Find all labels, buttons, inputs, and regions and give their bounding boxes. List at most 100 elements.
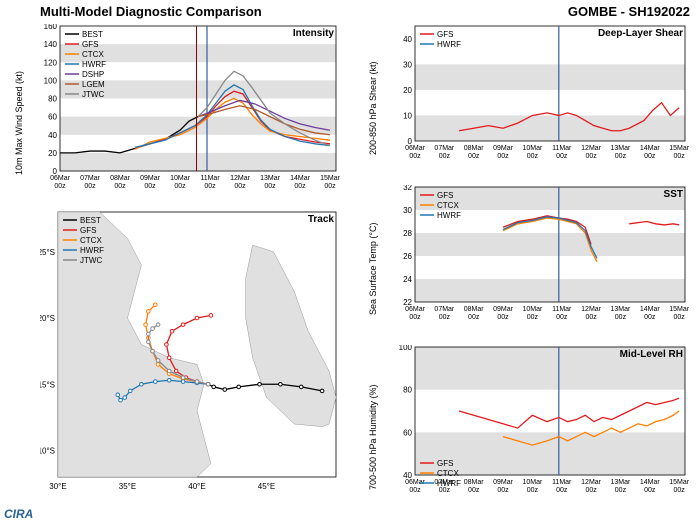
svg-text:Deep-Layer Shear: Deep-Layer Shear [598, 28, 683, 39]
svg-text:11Mar00z: 11Mar00z [552, 479, 572, 494]
rh-panel: 40608010006Mar00z07Mar00z08Mar00z09Mar00… [395, 345, 690, 500]
svg-text:10Mar00z: 10Mar00z [170, 175, 191, 190]
svg-text:12Mar00z: 12Mar00z [581, 479, 602, 494]
svg-text:20: 20 [48, 149, 57, 158]
svg-text:14Mar00z: 14Mar00z [290, 175, 311, 190]
svg-text:24: 24 [403, 275, 412, 284]
shear-panel: 01020304006Mar00z07Mar00z08Mar00z09Mar00… [395, 24, 690, 164]
svg-text:HWRF: HWRF [80, 246, 104, 255]
main-title-right: GOMBE - SH192022 [568, 4, 690, 19]
track-panel: 10°S 15°S 20°S 25°S 30°E 35°E 40°E 45°E Track BES… [40, 210, 340, 500]
shear-ylabel: 200-850 hPa Shear (kt) [368, 61, 378, 155]
svg-text:HWRF: HWRF [82, 60, 106, 69]
svg-text:20: 20 [403, 86, 412, 95]
svg-text:09Mar00z: 09Mar00z [140, 175, 161, 190]
svg-text:30: 30 [403, 206, 412, 215]
svg-text:CTCX: CTCX [437, 201, 459, 210]
svg-text:60: 60 [403, 428, 412, 437]
svg-text:06Mar00z: 06Mar00z [405, 306, 426, 321]
svg-text:06Mar00z: 06Mar00z [50, 175, 71, 190]
svg-text:06Mar00z: 06Mar00z [405, 145, 426, 160]
svg-text:40: 40 [403, 35, 412, 44]
svg-text:10: 10 [403, 111, 412, 120]
svg-text:15°S: 15°S [40, 380, 55, 389]
svg-text:HWRF: HWRF [437, 40, 461, 49]
svg-text:CTCX: CTCX [82, 50, 104, 59]
svg-text:HWRF: HWRF [437, 479, 461, 488]
svg-text:10°S: 10°S [40, 447, 55, 456]
svg-text:28: 28 [403, 229, 412, 238]
svg-text:14Mar00z: 14Mar00z [640, 479, 661, 494]
svg-text:07Mar00z: 07Mar00z [434, 145, 455, 160]
svg-text:07Mar00z: 07Mar00z [80, 175, 101, 190]
svg-text:13Mar00z: 13Mar00z [611, 145, 632, 160]
svg-text:09Mar00z: 09Mar00z [493, 306, 514, 321]
svg-text:14Mar00z: 14Mar00z [640, 145, 661, 160]
svg-text:12Mar00z: 12Mar00z [581, 306, 602, 321]
svg-text:08Mar00z: 08Mar00z [110, 175, 131, 190]
rh-ylabel: 700-500 hPa Humidity (%) [368, 384, 378, 490]
svg-text:30: 30 [403, 60, 412, 69]
svg-text:12Mar00z: 12Mar00z [230, 175, 251, 190]
svg-text:Mid-Level RH: Mid-Level RH [620, 349, 683, 360]
svg-text:GFS: GFS [82, 40, 98, 49]
svg-text:20°S: 20°S [40, 314, 55, 323]
svg-text:15Mar00z: 15Mar00z [669, 306, 690, 321]
svg-text:13Mar00z: 13Mar00z [611, 306, 632, 321]
main-title-left: Multi-Model Diagnostic Comparison [40, 4, 262, 19]
svg-text:07Mar00z: 07Mar00z [434, 306, 455, 321]
svg-text:15Mar00z: 15Mar00z [669, 145, 690, 160]
svg-text:GFS: GFS [80, 226, 96, 235]
svg-text:13Mar00z: 13Mar00z [260, 175, 281, 190]
svg-text:CTCX: CTCX [437, 469, 459, 478]
svg-text:12Mar00z: 12Mar00z [581, 145, 602, 160]
svg-text:CTCX: CTCX [80, 236, 102, 245]
svg-text:13Mar00z: 13Mar00z [611, 479, 632, 494]
svg-text:BEST: BEST [82, 30, 103, 39]
svg-text:30°E: 30°E [49, 482, 66, 491]
svg-text:80: 80 [403, 386, 412, 395]
svg-text:08Mar00z: 08Mar00z [464, 306, 485, 321]
svg-text:15Mar00z: 15Mar00z [320, 175, 340, 190]
svg-text:11Mar00z: 11Mar00z [552, 145, 572, 160]
svg-text:JTWC: JTWC [82, 90, 104, 99]
svg-text:15Mar00z: 15Mar00z [669, 479, 690, 494]
svg-text:08Mar00z: 08Mar00z [464, 479, 485, 494]
svg-text:BEST: BEST [80, 216, 101, 225]
svg-text:80: 80 [48, 95, 57, 104]
svg-text:08Mar00z: 08Mar00z [464, 145, 485, 160]
svg-text:25°S: 25°S [40, 248, 55, 257]
svg-text:100: 100 [399, 345, 413, 352]
svg-text:40°E: 40°E [188, 482, 205, 491]
svg-text:11Mar00z: 11Mar00z [200, 175, 220, 190]
svg-text:DSHP: DSHP [82, 70, 104, 79]
svg-text:GFS: GFS [437, 191, 453, 200]
svg-text:GFS: GFS [437, 30, 453, 39]
svg-text:140: 140 [44, 40, 58, 49]
cira-logo: CIRA [4, 507, 33, 521]
svg-text:GFS: GFS [437, 459, 453, 468]
svg-text:Track: Track [308, 214, 335, 225]
svg-text:35°E: 35°E [119, 482, 136, 491]
svg-text:SST: SST [664, 189, 683, 200]
svg-text:120: 120 [44, 58, 58, 67]
svg-text:32: 32 [403, 185, 412, 192]
intensity-panel: 02040608010012014016006Mar00z07Mar00z08M… [40, 24, 340, 194]
svg-text:10Mar00z: 10Mar00z [522, 306, 543, 321]
intensity-ylabel: 10m Max Wind Speed (kt) [14, 71, 24, 175]
svg-text:45°E: 45°E [258, 482, 275, 491]
svg-text:Intensity: Intensity [293, 28, 335, 39]
svg-text:40: 40 [48, 131, 57, 140]
svg-text:06Mar00z: 06Mar00z [405, 479, 426, 494]
svg-text:14Mar00z: 14Mar00z [640, 306, 661, 321]
svg-text:11Mar00z: 11Mar00z [552, 306, 572, 321]
svg-text:100: 100 [44, 76, 58, 85]
svg-text:26: 26 [403, 252, 412, 261]
svg-text:09Mar00z: 09Mar00z [493, 479, 514, 494]
svg-text:LGEM: LGEM [82, 80, 105, 89]
svg-text:10Mar00z: 10Mar00z [522, 479, 543, 494]
svg-text:10Mar00z: 10Mar00z [522, 145, 543, 160]
svg-text:09Mar00z: 09Mar00z [493, 145, 514, 160]
sst-panel: 22242628303206Mar00z07Mar00z08Mar00z09Ma… [395, 185, 690, 325]
svg-text:160: 160 [44, 24, 58, 31]
